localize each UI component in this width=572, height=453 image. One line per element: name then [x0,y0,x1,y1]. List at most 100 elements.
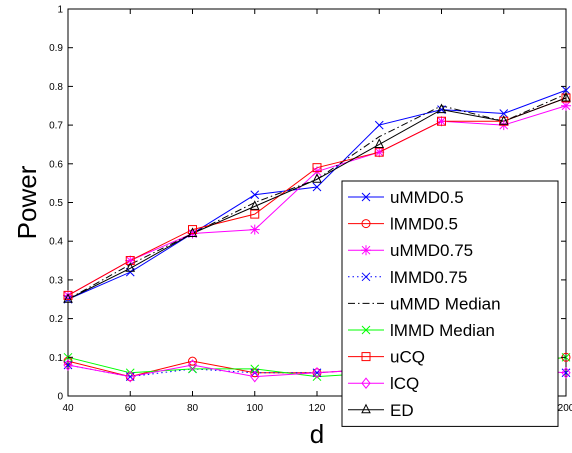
marker-diamond [361,377,371,390]
data-point-lmmd0-5 [188,356,197,366]
data-point-ummd0-75 [63,290,73,301]
data-point-ed [498,115,509,125]
legend-marker-ed [361,403,371,414]
marker-diamond [125,370,135,383]
marker-square [312,163,322,173]
marker-triangle [125,262,136,272]
legend-marker-lcq [361,377,371,390]
marker-triangle [361,403,371,414]
legend-label-lcq: lCQ [390,374,419,393]
marker-square [188,225,197,235]
data-point-ummd0-5 [561,85,571,95]
y-axis-label: Power [12,165,42,239]
data-point-ed [187,227,198,237]
marker-triangle [498,115,509,125]
x-tick-label: 80 [187,403,199,414]
data-point-ummd0-5 [312,182,322,192]
marker-stroke [561,368,571,378]
marker-triangle [63,293,73,303]
marker-square [125,256,135,266]
marker-stroke [63,360,73,370]
marker-stroke [499,109,509,118]
marker-triangle [249,200,260,210]
marker-triangle [187,227,198,237]
data-point-lcq [187,359,198,371]
marker-diamond [63,359,73,371]
y-tick-label: 0.2 [49,314,63,325]
legend: uMMD0.5 lMMD0.5 uMMD0.75 lMMD0.75 uMMD Media… [341,180,559,427]
data-point-lmmd0-75 [561,368,571,378]
data-point-lcq [125,370,135,383]
y-axis-ticks: 0 0.1 0.2 0.3 0.4 0.5 0.6 0.7 0.8 0.9 1 [49,5,566,403]
legend-label-lmmd0-75: lMMD0.75 [390,268,467,287]
marker-stroke [361,272,371,282]
data-point-ed [125,262,136,272]
data-point-ucq [437,116,446,126]
data-point-ucq [125,256,135,266]
marker-diamond [187,359,198,371]
marker-stroke [125,372,135,382]
data-point-ucq [63,290,73,300]
marker-triangle [436,103,447,114]
data-point-lmmd0-75 [125,372,135,382]
marker-stroke [312,182,322,192]
data-point-lcq [312,366,322,379]
x-tick-label: 200 [558,403,572,414]
data-point-ed [374,138,385,148]
marker-diamond [250,370,260,383]
y-tick-label: 0.5 [49,198,63,209]
legend-label-lmmd-median: lMMD Median [390,321,495,340]
marker-stroke [374,120,384,130]
data-point-lcq [561,366,571,379]
legend-marker-lmmd0-5 [361,219,371,229]
data-point-ucq [312,163,322,173]
data-point-ed [436,103,447,114]
legend-marker-lmmd-median [361,325,371,335]
marker-square [250,209,260,219]
marker-square [63,290,73,300]
marker-diamond [312,366,322,379]
marker-square [361,352,371,362]
series-line-ed [67,97,567,300]
data-point-ummd0-5 [499,109,509,118]
legend-marker-lmmd0-75 [361,272,371,282]
marker-stroke [250,190,260,200]
x-tick-label: 60 [125,403,137,414]
data-point-ummd0-5 [374,120,384,130]
y-tick-label: 0.7 [49,121,63,132]
marker-stroke [361,325,371,335]
y-tick-label: 0.8 [49,82,63,93]
legend-marker-ummd0-5 [361,192,371,202]
marker-stroke [312,368,322,378]
data-point-lmmd-median [250,364,260,374]
y-tick-label: 0 [57,392,63,403]
data-point-ed [312,173,322,183]
data-point-lcq [250,370,260,383]
x-tick-label: 120 [309,403,326,414]
legend-label-ucq: uCQ [390,348,425,367]
data-point-ed [63,293,73,303]
data-point-ummd0-75 [374,147,385,158]
marker-stroke [250,364,260,374]
data-point-ed [249,200,260,210]
legend-label-ummd0-5: uMMD0.5 [390,188,464,207]
y-tick-label: 0.9 [49,43,63,54]
data-point-lmmd0-75 [312,368,322,378]
x-tick-label: 100 [246,403,263,414]
data-point-ummd0-75 [436,116,447,127]
y-tick-label: 1 [57,5,63,16]
y-tick-label: 0.6 [49,159,63,170]
marker-circle [188,356,197,366]
data-point-ucq [250,209,260,219]
legend-label-ummd0-75: uMMD0.75 [390,241,473,260]
legend-marker-ucq [361,352,371,362]
y-tick-label: 0.4 [49,237,63,248]
data-point-lcq [63,359,73,371]
legend-label-ed: ED [390,401,414,420]
data-point-ed [561,91,571,102]
data-point-lmmd0-75 [63,360,73,370]
marker-stroke [361,192,371,202]
marker-square [374,147,384,157]
x-tick-label: 40 [62,403,74,414]
